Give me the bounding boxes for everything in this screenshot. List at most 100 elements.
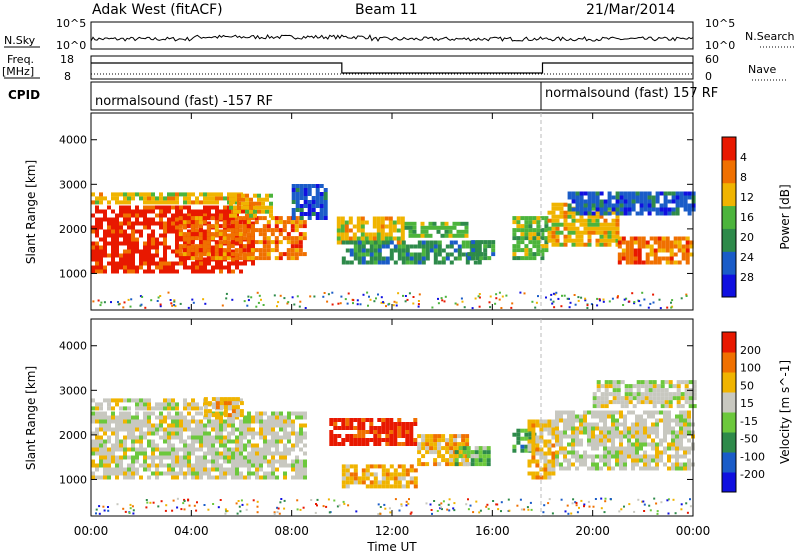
heatmap-cell — [151, 411, 155, 416]
heatmap-cell — [486, 454, 491, 459]
heatmap-cell — [348, 228, 353, 233]
heatmap-cell — [671, 430, 675, 435]
heatmap-cell — [311, 212, 316, 216]
heatmap-cell — [291, 216, 296, 220]
heatmap-cell — [95, 467, 99, 472]
heatmap-cell — [307, 184, 312, 188]
heatmap-cell — [151, 406, 155, 411]
heatmap-cell — [163, 233, 167, 238]
heatmap-cell — [250, 224, 255, 229]
heatmap-cell — [539, 455, 544, 460]
heatmap-cell — [657, 236, 662, 241]
heatmap-cell — [239, 463, 243, 468]
heatmap-cell — [323, 208, 328, 212]
heatmap-cell — [303, 192, 308, 196]
heatmap-cell — [464, 233, 469, 238]
colorbar-label: Power [dB] — [778, 184, 792, 249]
heatmap-cell — [235, 502, 238, 505]
heatmap-cell — [295, 435, 299, 440]
heatmap-cell — [223, 401, 228, 406]
station-title: Adak West (fitACF) — [92, 2, 223, 18]
heatmap-cell — [294, 220, 299, 225]
heatmap-cell — [163, 463, 167, 468]
heatmap-cell — [191, 269, 195, 274]
heatmap-cell — [131, 455, 135, 460]
heatmap-cell — [687, 410, 691, 415]
heatmap-cell — [303, 459, 307, 464]
heatmap-cell — [548, 498, 551, 501]
heatmap-cell — [667, 211, 672, 216]
heatmap-cell — [559, 206, 564, 211]
heatmap-cell — [257, 205, 261, 210]
heatmap-cell — [199, 419, 203, 424]
heatmap-cell — [115, 221, 119, 226]
heatmap-cell — [130, 298, 133, 301]
heatmap-cell — [178, 228, 183, 233]
heatmap-cell — [659, 418, 663, 423]
heatmap-cell — [238, 216, 243, 221]
heatmap-cell — [396, 216, 401, 221]
heatmap-cell — [219, 192, 223, 197]
heatmap-cell — [611, 454, 615, 459]
heatmap-cell — [203, 459, 207, 464]
heatmap-cell — [575, 207, 580, 212]
heatmap-cell — [214, 232, 219, 237]
heatmap-cell — [405, 248, 410, 253]
heatmap-cell — [183, 459, 187, 464]
heatmap-cell — [683, 207, 688, 212]
heatmap-cell — [182, 224, 187, 229]
heatmap-cell — [583, 222, 588, 227]
heatmap-cell — [587, 434, 591, 439]
heatmap-cell — [127, 427, 131, 432]
heatmap-cell — [579, 414, 583, 419]
heatmap-cell — [211, 200, 215, 205]
heatmap-cell — [255, 463, 259, 468]
heatmap-cell — [199, 439, 203, 444]
heatmap-cell — [349, 252, 354, 257]
heatmap-cell — [555, 430, 559, 435]
heatmap-cell — [175, 435, 179, 440]
heatmap-cell — [659, 454, 663, 459]
heatmap-cell — [175, 406, 179, 411]
heatmap-cell — [167, 225, 171, 230]
heatmap-cell — [571, 446, 575, 451]
heatmap-cell — [266, 224, 271, 229]
heatmap-cell — [381, 422, 386, 426]
heatmap-cell — [683, 430, 687, 435]
heatmap-cell — [199, 241, 203, 246]
heatmap-cell — [163, 253, 167, 258]
heatmap-cell — [555, 226, 560, 231]
heatmap-cell — [672, 392, 677, 397]
heatmap-cell — [187, 306, 190, 309]
y-tick-label: 2000 — [59, 223, 87, 236]
heatmap-cell — [218, 244, 223, 249]
heatmap-cell — [619, 410, 623, 415]
heatmap-cell — [365, 430, 370, 434]
heatmap-cell — [405, 500, 408, 503]
heatmap-cell — [631, 292, 634, 295]
heatmap-cell — [279, 411, 283, 416]
heatmap-cell — [551, 230, 556, 235]
heatmap-cell — [683, 410, 687, 415]
heatmap-cell — [119, 209, 123, 214]
heatmap-cell — [661, 244, 666, 249]
heatmap-cell — [117, 303, 120, 306]
heatmap-cell — [198, 248, 203, 253]
heatmap-cell — [579, 199, 584, 204]
heatmap-cell — [123, 411, 127, 416]
heatmap-cell — [255, 443, 259, 448]
heatmap-cell — [516, 436, 521, 441]
heatmap-cell — [255, 419, 259, 424]
freq-frame — [90, 55, 694, 80]
heatmap-cell — [258, 228, 263, 233]
heatmap-cell — [547, 230, 552, 235]
heatmap-cell — [438, 503, 441, 506]
heatmap-cell — [635, 458, 639, 463]
heatmap-cell — [401, 422, 406, 426]
heatmap-cell — [520, 228, 525, 233]
heatmap-cell — [219, 415, 223, 420]
heatmap-cell — [147, 241, 151, 246]
heatmap-cell — [461, 252, 466, 257]
heatmap-cell — [555, 434, 559, 439]
heatmap-cell — [247, 295, 250, 298]
